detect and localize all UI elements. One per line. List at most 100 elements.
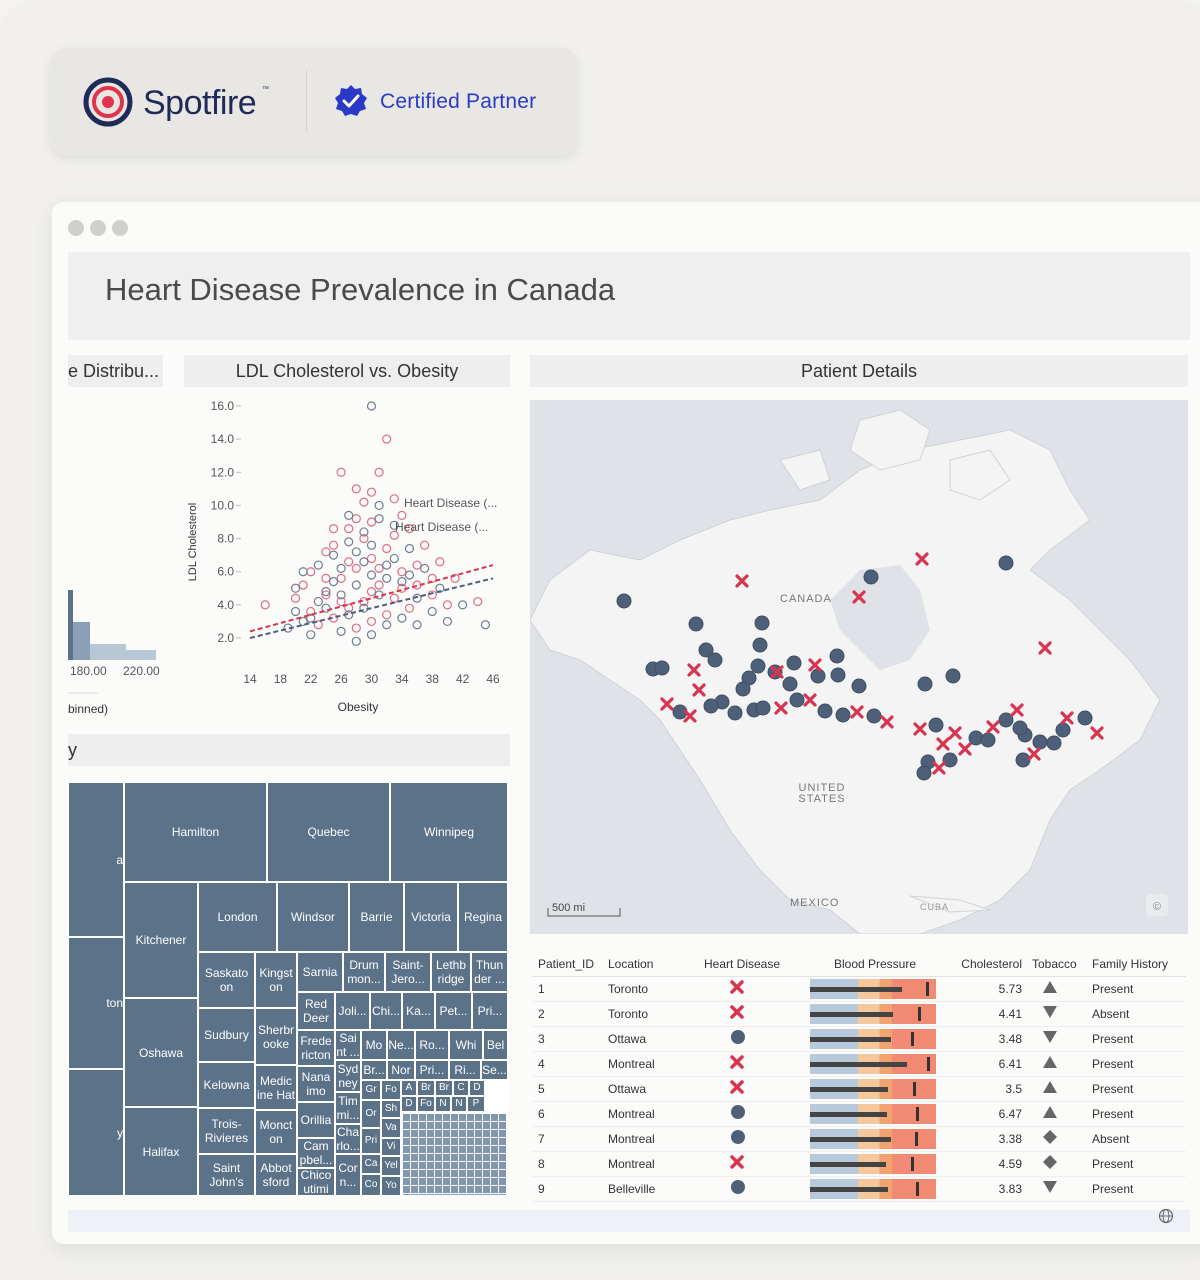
col-blood-pressure[interactable]: Blood Pressure bbox=[802, 952, 942, 977]
treemap-cell[interactable]: Nana imo bbox=[297, 1066, 335, 1102]
treemap-cell[interactable]: Yo bbox=[381, 1176, 401, 1196]
treemap-cell[interactable]: a bbox=[68, 782, 124, 937]
map-marker-circle[interactable] bbox=[1012, 720, 1028, 736]
scatter-point[interactable] bbox=[382, 573, 392, 583]
treemap-cell[interactable]: D bbox=[469, 1080, 485, 1096]
scatter-point[interactable] bbox=[382, 543, 392, 554]
scatter-point[interactable] bbox=[290, 593, 301, 603]
treemap-cell[interactable]: Pri... bbox=[415, 1060, 449, 1080]
scatter-point[interactable] bbox=[458, 600, 468, 610]
treemap-cell[interactable]: Lethb ridge bbox=[431, 952, 471, 992]
treemap-cell[interactable]: Drum mon... bbox=[343, 952, 385, 992]
map-marker-x[interactable] bbox=[808, 658, 822, 672]
map-marker-x[interactable] bbox=[850, 705, 864, 719]
scatter-point[interactable] bbox=[366, 553, 377, 564]
table-row[interactable]: 2 Toronto 4.41 Absent bbox=[532, 1001, 1186, 1027]
map-marker-circle[interactable] bbox=[817, 703, 833, 719]
treemap-cell[interactable]: Abbot sford bbox=[255, 1154, 297, 1196]
scatter-point[interactable] bbox=[382, 620, 392, 630]
treemap-cell[interactable]: Bel bbox=[483, 1030, 508, 1060]
treemap-cell[interactable]: Ri... bbox=[449, 1060, 481, 1080]
scatter-point[interactable] bbox=[442, 616, 453, 627]
map-marker-x[interactable] bbox=[774, 701, 788, 715]
map-marker-x[interactable] bbox=[1010, 703, 1024, 717]
scatter-point[interactable] bbox=[359, 533, 369, 544]
treemap-cell[interactable]: Chico utimi bbox=[297, 1168, 335, 1196]
map-marker-x[interactable] bbox=[948, 726, 962, 740]
treemap-small-cells[interactable] bbox=[401, 1112, 508, 1196]
scatter-point[interactable] bbox=[397, 510, 407, 520]
scatter-point[interactable] bbox=[366, 517, 377, 527]
scatter-point[interactable] bbox=[328, 540, 339, 550]
scatter-point[interactable] bbox=[359, 527, 369, 537]
table-row[interactable]: 6 Montreal 6.47 Present bbox=[532, 1101, 1186, 1127]
scatter-point[interactable] bbox=[404, 543, 415, 554]
scatter-point[interactable] bbox=[420, 540, 430, 550]
map-marker-circle[interactable] bbox=[980, 732, 996, 748]
treemap-cell[interactable]: Or bbox=[361, 1100, 381, 1128]
scatter-point[interactable] bbox=[328, 524, 339, 534]
scatter-point[interactable] bbox=[404, 570, 415, 580]
map-marker-circle[interactable] bbox=[735, 681, 751, 697]
scatter-point[interactable] bbox=[374, 467, 384, 477]
treemap-cell[interactable]: D bbox=[401, 1096, 417, 1112]
treemap-cell[interactable]: Joli... bbox=[335, 992, 370, 1030]
scatter-point[interactable] bbox=[321, 573, 331, 583]
treemap-cell[interactable]: C bbox=[453, 1080, 469, 1096]
treemap-cell[interactable]: Br bbox=[435, 1080, 453, 1096]
scatter-point[interactable] bbox=[359, 557, 369, 567]
scatter-point[interactable] bbox=[344, 510, 354, 520]
scatter-point[interactable] bbox=[336, 590, 346, 600]
scatter-point[interactable] bbox=[427, 590, 437, 600]
map-marker-x[interactable] bbox=[1060, 711, 1074, 725]
panel-header-scatter[interactable]: LDL Cholesterol vs. Obesity bbox=[184, 355, 510, 387]
scatter-point[interactable] bbox=[366, 587, 377, 597]
scatter-point[interactable] bbox=[321, 587, 331, 597]
map-marker-x[interactable] bbox=[683, 709, 697, 723]
map-marker-circle[interactable] bbox=[998, 555, 1014, 571]
treemap-cell[interactable]: Regina bbox=[458, 882, 508, 952]
scatter-point[interactable] bbox=[374, 563, 384, 573]
map-marker-x[interactable] bbox=[1038, 641, 1052, 655]
panel-header-patient-details[interactable]: Patient Details bbox=[530, 355, 1188, 387]
scatter-point[interactable] bbox=[382, 560, 392, 570]
treemap-cell[interactable]: Br... bbox=[361, 1060, 387, 1080]
table-row[interactable]: 5 Ottawa 3.5 Present bbox=[532, 1076, 1186, 1102]
histogram-bar[interactable] bbox=[126, 650, 156, 660]
table-row[interactable]: 4 Montreal 6.41 Present bbox=[532, 1051, 1186, 1077]
treemap-cell[interactable]: Kitchener bbox=[124, 882, 198, 998]
treemap-cell[interactable]: Br bbox=[417, 1080, 435, 1096]
scatter-point[interactable] bbox=[336, 626, 346, 636]
treemap-cell[interactable]: Cam pbel... bbox=[297, 1138, 335, 1168]
treemap-cell[interactable]: Saint John's bbox=[198, 1154, 255, 1196]
map-marker-x[interactable] bbox=[692, 683, 706, 697]
scatter-point[interactable] bbox=[351, 547, 361, 557]
scatter-point[interactable] bbox=[313, 620, 323, 630]
scatter-point[interactable] bbox=[389, 520, 399, 530]
map-marker-circle[interactable] bbox=[752, 637, 768, 653]
col-heart-disease[interactable]: Heart Disease bbox=[698, 952, 802, 977]
map-markers[interactable] bbox=[616, 552, 1104, 781]
map-marker-x[interactable] bbox=[915, 552, 929, 566]
map-marker-circle[interactable] bbox=[698, 642, 714, 658]
scatter-point[interactable] bbox=[321, 590, 331, 600]
scatter-point[interactable] bbox=[290, 583, 301, 593]
scatter-point[interactable] bbox=[473, 596, 483, 607]
scatter-point[interactable] bbox=[397, 613, 407, 623]
treemap-cell[interactable]: Fo bbox=[381, 1080, 401, 1100]
treemap-cell[interactable]: Medic ine Hat bbox=[255, 1065, 297, 1110]
map-marker-circle[interactable] bbox=[727, 705, 743, 721]
treemap-cell[interactable]: Se... bbox=[481, 1060, 508, 1080]
scatter-point[interactable] bbox=[397, 567, 407, 577]
scatter-point[interactable] bbox=[412, 560, 422, 570]
globe-icon[interactable] bbox=[1158, 1208, 1174, 1224]
treemap-cell[interactable]: Tim mi... bbox=[335, 1092, 361, 1124]
map-marker-x[interactable] bbox=[1027, 747, 1041, 761]
scatter-point[interactable] bbox=[336, 467, 346, 477]
map-copyright-button[interactable] bbox=[1146, 894, 1168, 916]
scatter-point[interactable] bbox=[344, 524, 354, 534]
treemap-cell[interactable]: Victoria bbox=[404, 882, 458, 952]
scatter-point[interactable] bbox=[397, 577, 407, 587]
treemap-cell[interactable]: Ka... bbox=[402, 992, 435, 1030]
scatter-point[interactable] bbox=[435, 557, 445, 567]
